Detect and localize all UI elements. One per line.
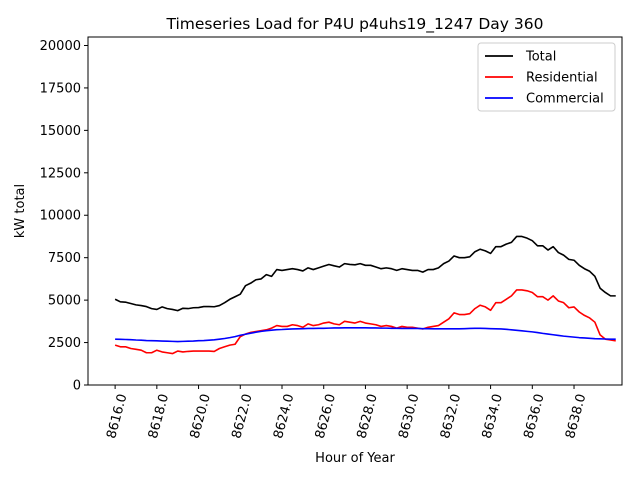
y-tick-label: 7500 [48, 251, 81, 266]
series-line-total [114, 235, 616, 312]
series-lines [114, 235, 616, 355]
y-tick-label: 15000 [40, 124, 81, 139]
legend: Total Residential Commercial [477, 42, 616, 112]
y-tick-label: 2500 [48, 336, 81, 351]
legend-box [477, 42, 616, 112]
chart-title: Timeseries Load for P4U p4uhs19_1247 Day… [166, 15, 544, 34]
y-tick-label: 5000 [48, 294, 81, 309]
legend-label-total: Total [525, 50, 556, 65]
y-axis-label: kW total [13, 184, 28, 238]
y-axis-ticks: 0 2500 5000 7500 10000 12500 15000 17500 20000 [40, 39, 88, 394]
series-line-residential [114, 289, 616, 355]
plot-frame [87, 36, 623, 386]
y-tick-label: 10000 [40, 209, 81, 224]
series-line-commercial [115, 326, 616, 343]
y-tick-label: 12500 [40, 166, 81, 181]
y-tick-label: 0 [73, 379, 81, 394]
x-axis-label: Hour of Year [315, 451, 395, 466]
legend-label-commercial: Commercial [526, 92, 604, 107]
legend-label-residential: Residential [526, 71, 598, 86]
y-tick-label: 17500 [40, 81, 81, 96]
y-tick-label: 20000 [40, 39, 81, 54]
